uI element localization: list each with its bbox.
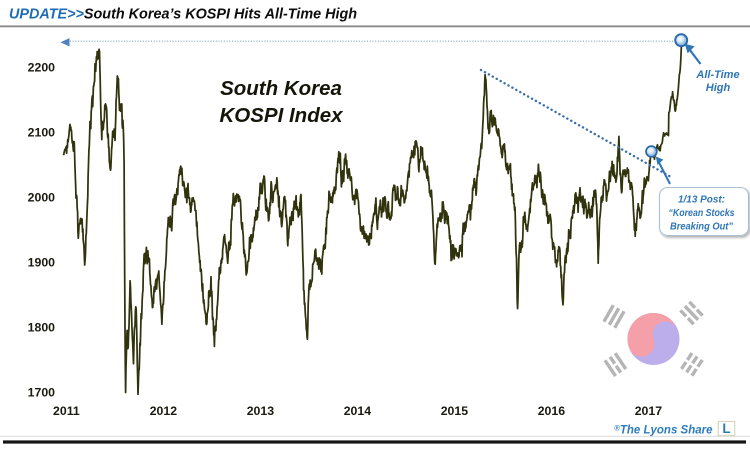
svg-text:“Korean Stocks: “Korean Stocks	[669, 208, 735, 219]
svg-text:Breaking Out”: Breaking Out”	[670, 222, 733, 233]
svg-text:1/13 Post:: 1/13 Post:	[678, 195, 725, 206]
svg-text:All-Time: All-Time	[695, 69, 739, 81]
svg-text:2017: 2017	[635, 404, 663, 418]
svg-text:1700: 1700	[28, 385, 56, 399]
svg-text:2014: 2014	[344, 404, 372, 418]
svg-text:2000: 2000	[28, 191, 56, 205]
svg-text:1800: 1800	[28, 320, 56, 334]
svg-text:2011: 2011	[53, 404, 80, 418]
svg-text:L: L	[722, 421, 730, 436]
svg-text:2200: 2200	[28, 61, 56, 75]
svg-text:2100: 2100	[28, 126, 56, 140]
svg-text:®The Lyons Share: ®The Lyons Share	[614, 424, 713, 437]
svg-text:2012: 2012	[150, 404, 178, 418]
svg-text:2016: 2016	[538, 404, 566, 418]
svg-text:UPDATE>>South Korea’s KOSPI Hi: UPDATE>>South Korea’s KOSPI Hits All-Tim…	[9, 7, 357, 23]
svg-text:High: High	[706, 82, 731, 94]
svg-text:1900: 1900	[28, 255, 56, 269]
svg-text:South Korea: South Korea	[220, 77, 342, 100]
svg-text:2015: 2015	[441, 404, 469, 418]
svg-text:KOSPI Index: KOSPI Index	[219, 104, 344, 127]
svg-text:2013: 2013	[247, 404, 275, 418]
